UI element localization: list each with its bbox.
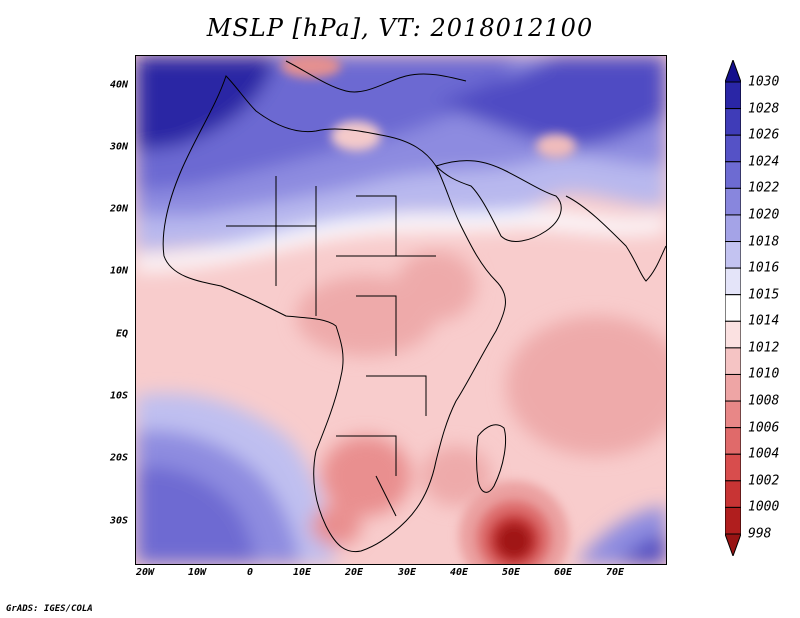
- lon-label-0: 0: [246, 567, 254, 578]
- colorbar-label: 1000: [748, 499, 780, 515]
- colorbar-label: 1002: [748, 473, 780, 489]
- colorbar-segment: [725, 161, 741, 189]
- low-pressure-center: [459, 481, 569, 564]
- colorbar-segment: [725, 320, 741, 349]
- colorbar-label: 1020: [748, 207, 780, 223]
- coastlines: [162, 60, 666, 553]
- colorbar-label: 1018: [748, 234, 780, 250]
- lat-label-40n: 40N: [109, 79, 128, 91]
- lon-label-20e: 20E: [344, 567, 364, 578]
- colorbar-label: 1028: [748, 101, 780, 117]
- lon-label-10w: 10W: [187, 567, 207, 578]
- lat-label-10s: 10S: [109, 390, 128, 402]
- colorbar-label: 1022: [748, 180, 780, 196]
- credit-text: GrADS: IGES/COLA: [6, 604, 93, 614]
- pressure-field: [136, 56, 666, 564]
- map-panel: [135, 55, 667, 565]
- colorbar-segment: [725, 453, 741, 482]
- colorbar-segment: [725, 373, 741, 402]
- lat-label-eq: EQ: [115, 328, 128, 340]
- colorbar-label: 1030: [748, 74, 780, 90]
- colorbar-label: 1016: [748, 260, 780, 276]
- colorbar-segment: [725, 134, 741, 163]
- colorbar-label: 998: [748, 526, 772, 542]
- colorbar-label: 1006: [748, 420, 780, 436]
- colorbar-label: 1010: [748, 366, 780, 382]
- colorbar-segment: [725, 241, 741, 269]
- colorbar-segment: [725, 400, 741, 429]
- colorbar-label: 1004: [748, 446, 780, 462]
- lon-label-30e: 30E: [397, 567, 417, 578]
- lat-label-20s: 20S: [109, 452, 128, 464]
- colorbar-label: 1024: [748, 154, 780, 170]
- colorbar-segment: [725, 480, 741, 508]
- colorbar-segment: [725, 81, 741, 110]
- colorbar: [725, 60, 741, 556]
- lat-label-30s: 30S: [109, 515, 128, 527]
- colorbar-bottom-triangle: [725, 533, 741, 556]
- colorbar-segment: [725, 214, 741, 243]
- colorbar-label: 1015: [748, 287, 780, 303]
- colorbar-segment: [725, 506, 741, 535]
- map-title: MSLP [hPa], VT: 2018012100: [206, 14, 594, 42]
- lon-label-40e: 40E: [449, 567, 469, 578]
- colorbar-label: 1012: [748, 340, 780, 356]
- lat-label-20n: 20N: [109, 203, 128, 215]
- colorbar-segment: [725, 267, 741, 296]
- colorbar-label: 1014: [748, 313, 780, 329]
- lat-label-10n: 10N: [109, 265, 128, 277]
- lon-label-10e: 10E: [292, 567, 312, 578]
- lon-label-20w: 20W: [135, 567, 155, 578]
- lon-label-50e: 50E: [501, 567, 521, 578]
- lon-label-60e: 60E: [553, 567, 573, 578]
- lat-label-30n: 30N: [109, 141, 128, 153]
- lon-label-70e: 70E: [605, 567, 625, 578]
- colorbar-segment: [725, 427, 741, 455]
- colorbar-top-triangle: [725, 60, 741, 83]
- colorbar-segment: [725, 347, 741, 375]
- colorbar-segment: [725, 108, 741, 136]
- colorbar-label: 1008: [748, 393, 780, 409]
- colorbar-segment: [725, 294, 741, 322]
- colorbar-label: 1026: [748, 127, 780, 143]
- colorbar-segment: [725, 187, 741, 216]
